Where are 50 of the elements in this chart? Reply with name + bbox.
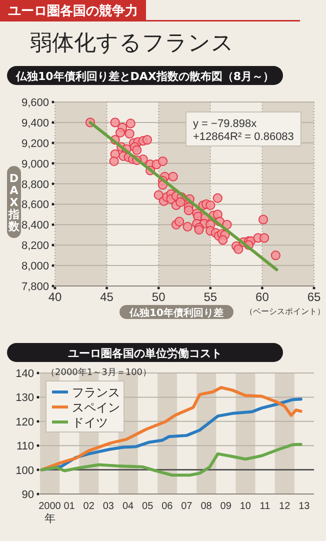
x-tick-label: 55 xyxy=(204,290,218,304)
text: ユーロ圏各国の競争力 xyxy=(8,3,138,19)
annotation: y = −79.898x +12864R² = 0.86083 xyxy=(193,118,294,143)
legend-label: ドイツ xyxy=(72,416,108,430)
x-tick-label: 12 xyxy=(279,501,291,512)
x-tick-label: 10 xyxy=(240,501,252,512)
x-tick-label: 45 xyxy=(100,290,114,304)
x-tick-label: 06 xyxy=(162,501,174,512)
y-tick-label: 100 xyxy=(16,464,34,477)
x-tick-label: 07 xyxy=(181,501,193,512)
legend-label: フランス xyxy=(72,386,120,400)
x-tick-label: 04 xyxy=(122,501,134,512)
annotation: （2000年1～3月＝100） xyxy=(46,367,152,378)
y-tick-label: 90 xyxy=(22,489,34,501)
y-tick-label: 9,600 xyxy=(21,97,49,109)
y-tick-label: 130 xyxy=(16,392,34,404)
y-tick-label: 8,200 xyxy=(21,240,49,252)
x-tick-label: 08 xyxy=(200,501,212,512)
y-tick-label: 140 xyxy=(16,368,34,380)
x-axis-title: 仏独10年債利回り差 xyxy=(128,307,224,319)
y-tick-label: 9,000 xyxy=(21,158,49,170)
y-tick-label: 8,600 xyxy=(21,199,49,212)
x-tick-label: 40 xyxy=(48,290,62,304)
x-tick-label: 11 xyxy=(260,501,271,512)
y-tick-label: 7,800 xyxy=(21,281,49,293)
x-tick-label: 13 xyxy=(298,501,310,512)
x-tick-label: 65 xyxy=(307,290,321,304)
x-tick-label: 01 xyxy=(64,501,76,512)
x-tick-label: 05 xyxy=(142,501,154,512)
x-tick-label: 03 xyxy=(102,501,114,512)
x-axis-title: 年 xyxy=(44,512,56,525)
text: （ベーシスポイント） xyxy=(245,307,325,316)
chart-title: 仏独10年債利回り差とDAX指数の散布図（8月～） xyxy=(14,70,274,83)
y-tick-label: 8,000 xyxy=(21,260,49,273)
y-tick-label: 120 xyxy=(16,416,34,428)
text: 弱体化するフランス xyxy=(30,31,234,56)
x-tick-label: 09 xyxy=(220,501,232,512)
x-tick-label: 2000 xyxy=(38,501,62,512)
line-series xyxy=(40,442,302,477)
y-tick-label: 8,800 xyxy=(21,178,49,191)
y-tick-label: 9,400 xyxy=(21,117,49,130)
y-tick-label: 110 xyxy=(16,440,34,453)
y-tick-label: 9,200 xyxy=(21,138,49,150)
chart-title: ユーロ圏各国の単位労働コスト xyxy=(68,347,222,360)
y-axis-title: DAX指数 xyxy=(8,172,20,233)
legend-label: スペイン xyxy=(72,400,120,414)
x-tick-label: 60 xyxy=(256,290,270,304)
x-tick-label: 50 xyxy=(152,290,166,304)
x-tick-label: 02 xyxy=(83,501,95,512)
y-tick-label: 8,400 xyxy=(21,220,49,232)
